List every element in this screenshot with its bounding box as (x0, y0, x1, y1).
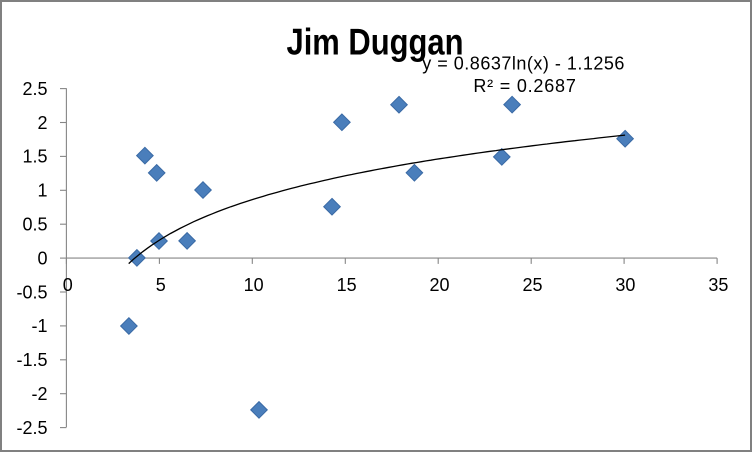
svg-text:30: 30 (615, 275, 635, 295)
svg-text:35: 35 (708, 275, 728, 295)
svg-text:-1: -1 (31, 316, 47, 336)
svg-text:25: 25 (522, 275, 542, 295)
svg-text:15: 15 (337, 275, 357, 295)
svg-text:20: 20 (429, 275, 449, 295)
svg-text:R² = 0.2687: R² = 0.2687 (473, 76, 576, 96)
svg-text:-1.5: -1.5 (16, 350, 47, 370)
svg-text:0.5: 0.5 (22, 215, 47, 235)
svg-text:10: 10 (244, 275, 264, 295)
svg-text:-0.5: -0.5 (16, 282, 47, 302)
svg-text:0: 0 (63, 275, 73, 295)
svg-text:1: 1 (37, 181, 47, 201)
svg-text:2: 2 (37, 113, 47, 133)
svg-text:1.5: 1.5 (22, 147, 47, 167)
svg-text:-2.5: -2.5 (16, 418, 47, 438)
svg-text:0: 0 (37, 248, 47, 268)
svg-text:y = 0.8637ln(x) - 1.1256: y = 0.8637ln(x) - 1.1256 (422, 54, 625, 74)
svg-text:-2: -2 (31, 384, 47, 404)
svg-text:5: 5 (156, 275, 166, 295)
svg-text:2.5: 2.5 (22, 79, 47, 99)
svg-text:Jim Duggan: Jim Duggan (287, 22, 464, 63)
